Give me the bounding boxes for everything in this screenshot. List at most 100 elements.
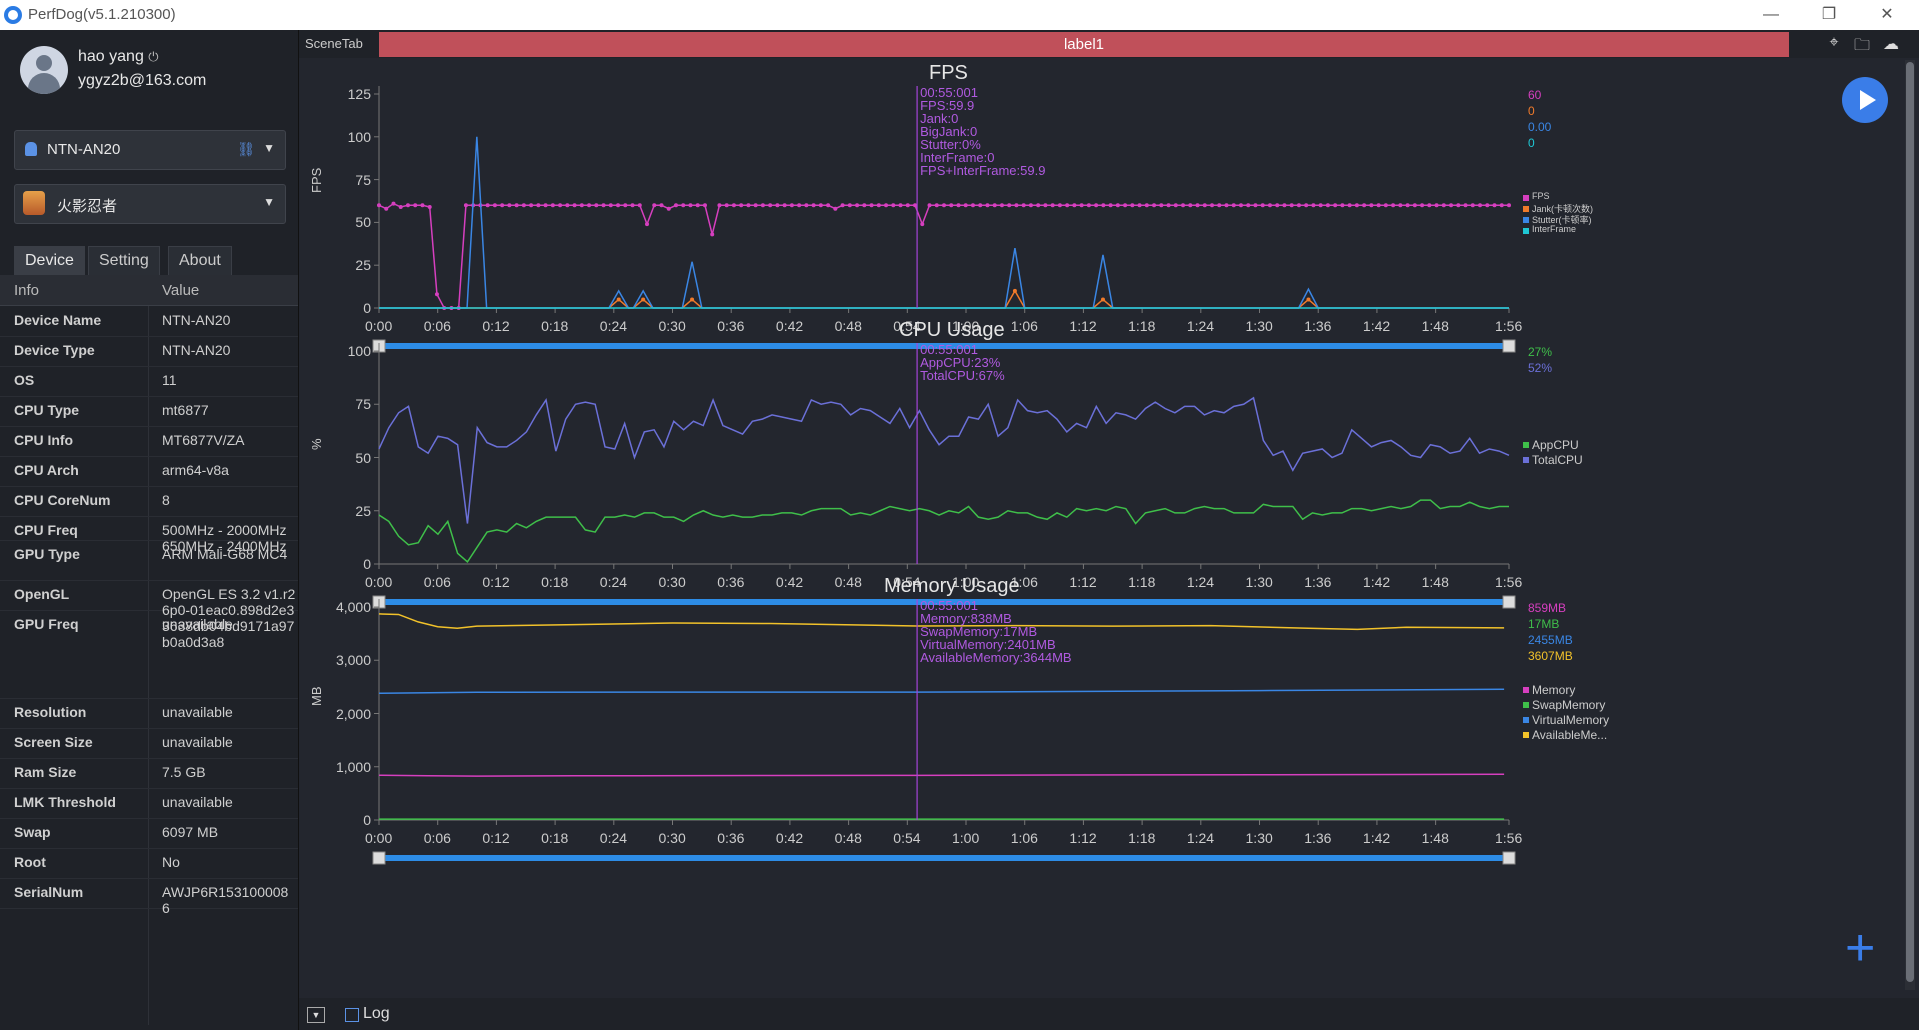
minimize-button[interactable]: — xyxy=(1763,6,1779,23)
chevron-down-icon[interactable]: ▼ xyxy=(263,195,275,209)
label-bar[interactable]: label1 xyxy=(379,32,1789,57)
fps-point xyxy=(811,203,816,208)
cursor-readout: FPS+InterFrame:59.9 xyxy=(920,163,1046,178)
x-tick-label: 1:36 xyxy=(1304,830,1332,846)
fps-point xyxy=(420,203,425,208)
fps-point xyxy=(753,203,758,208)
fps-point xyxy=(833,206,838,211)
x-tick-label: 0:18 xyxy=(541,830,569,846)
current-value: 0 xyxy=(1528,136,1535,150)
current-value: 2455MB xyxy=(1528,633,1573,647)
info-key: LMK Threshold xyxy=(14,794,116,810)
legend-item: Memory xyxy=(1532,683,1576,697)
y-tick-label: 75 xyxy=(355,171,371,188)
time-range-slider xyxy=(379,599,1509,605)
x-tick-label: 1:00 xyxy=(952,830,980,846)
fps-point xyxy=(500,203,505,208)
tab-about[interactable]: About xyxy=(168,246,232,275)
log-checkbox[interactable] xyxy=(345,1008,359,1022)
fps-point xyxy=(594,203,599,208)
x-tick-label: 1:12 xyxy=(1069,830,1097,846)
fps-point xyxy=(1434,203,1439,208)
close-button[interactable]: ✕ xyxy=(1880,6,1894,23)
fps-point xyxy=(645,222,650,227)
table-header: Info Value xyxy=(0,275,298,306)
y-tick-label: 3,000 xyxy=(335,652,371,669)
fps-point xyxy=(717,203,722,208)
x-tick-label: 1:00 xyxy=(952,318,980,334)
location-pin-icon[interactable]: ⌖ xyxy=(1829,34,1839,51)
fps-point xyxy=(1267,203,1272,208)
x-tick-label: 0:12 xyxy=(482,318,510,334)
info-value: unavailable xyxy=(162,734,233,750)
info-key: CPU Arch xyxy=(14,462,79,478)
fps-point xyxy=(724,203,729,208)
fps-point xyxy=(1065,203,1070,208)
y-tick-label: 100 xyxy=(347,343,371,359)
fps-point xyxy=(1210,203,1215,208)
fps-point xyxy=(1412,203,1417,208)
tab-setting[interactable]: Setting xyxy=(88,246,160,275)
fps-point xyxy=(1405,203,1410,208)
chevron-down-icon[interactable]: ▼ xyxy=(263,141,275,155)
add-chart-button[interactable]: + xyxy=(1845,919,1876,977)
scene-tab-button[interactable]: SceneTab xyxy=(305,36,363,51)
legend-swatch xyxy=(1523,442,1529,448)
tab-device[interactable]: Device xyxy=(14,246,85,275)
game-app-icon xyxy=(23,191,45,215)
info-value: MT6877V/ZA xyxy=(162,432,245,448)
link-icon[interactable]: ⛓ xyxy=(237,141,255,157)
log-label: Log xyxy=(363,1005,390,1022)
fps-point xyxy=(1318,203,1323,208)
y-axis-label: % xyxy=(309,437,324,450)
fps-point xyxy=(1391,203,1396,208)
y-tick-label: 4,000 xyxy=(335,599,371,615)
fps-point xyxy=(1137,203,1142,208)
info-value: 8 xyxy=(162,492,170,508)
fps-point xyxy=(862,203,867,208)
perfdog-logo-icon xyxy=(4,6,22,24)
info-key: OpenGL xyxy=(14,586,70,602)
x-tick-label: 0:18 xyxy=(541,318,569,334)
vertical-scrollbar[interactable] xyxy=(1905,60,1915,990)
fps-point xyxy=(485,203,490,208)
x-tick-label: 0:42 xyxy=(775,830,804,846)
series-line-Memory xyxy=(378,773,1505,777)
power-icon[interactable]: ⏻ xyxy=(148,49,159,64)
fps-point xyxy=(963,203,968,208)
fps-point xyxy=(978,203,983,208)
device-selector[interactable]: NTN-AN20 ⛓ ▼ xyxy=(14,130,286,170)
collapse-icon[interactable]: ▼ xyxy=(307,1007,325,1023)
table-row: CPU Arch arm64-v8a xyxy=(0,456,298,487)
info-key: Resolution xyxy=(14,704,87,720)
y-tick-label: 0 xyxy=(363,812,371,828)
x-tick-label: 0:54 xyxy=(893,318,921,334)
app-selector[interactable]: 火影忍者 ▼ xyxy=(14,184,286,224)
cursor-readout: 00:55:001 xyxy=(920,598,978,613)
current-value: 0 xyxy=(1528,104,1535,118)
table-row: Swap 6097 MB xyxy=(0,818,298,849)
cursor-readout: Stutter:0% xyxy=(920,137,981,152)
play-button[interactable] xyxy=(1842,77,1888,123)
legend-item: Jank(卡顿次数) xyxy=(1532,204,1594,214)
x-tick-label: 1:48 xyxy=(1421,574,1449,590)
x-tick-label: 1:30 xyxy=(1245,318,1273,334)
cloud-icon[interactable]: ☁ xyxy=(1883,36,1899,53)
app-selector-label: 火影忍者 xyxy=(57,198,118,215)
fps-point xyxy=(514,203,519,208)
jank-point xyxy=(616,297,621,302)
info-value: 500MHz - 2000MHz 650MHz - 2400MHz xyxy=(162,522,287,554)
folder-icon[interactable]: 🗀 xyxy=(1853,37,1870,54)
fps-point xyxy=(855,203,860,208)
avatar[interactable] xyxy=(20,46,68,94)
legend-swatch xyxy=(1523,732,1529,738)
info-key: Device Type xyxy=(14,342,95,358)
fps-point xyxy=(463,203,468,208)
fps-point xyxy=(695,203,700,208)
legend-item: SwapMemory xyxy=(1532,698,1606,712)
restore-button[interactable]: ❐ xyxy=(1821,6,1837,23)
cursor-readout: Jank:0 xyxy=(920,111,959,126)
fps-point xyxy=(1202,203,1207,208)
info-key: OS xyxy=(14,372,35,388)
fps-point xyxy=(550,203,555,208)
